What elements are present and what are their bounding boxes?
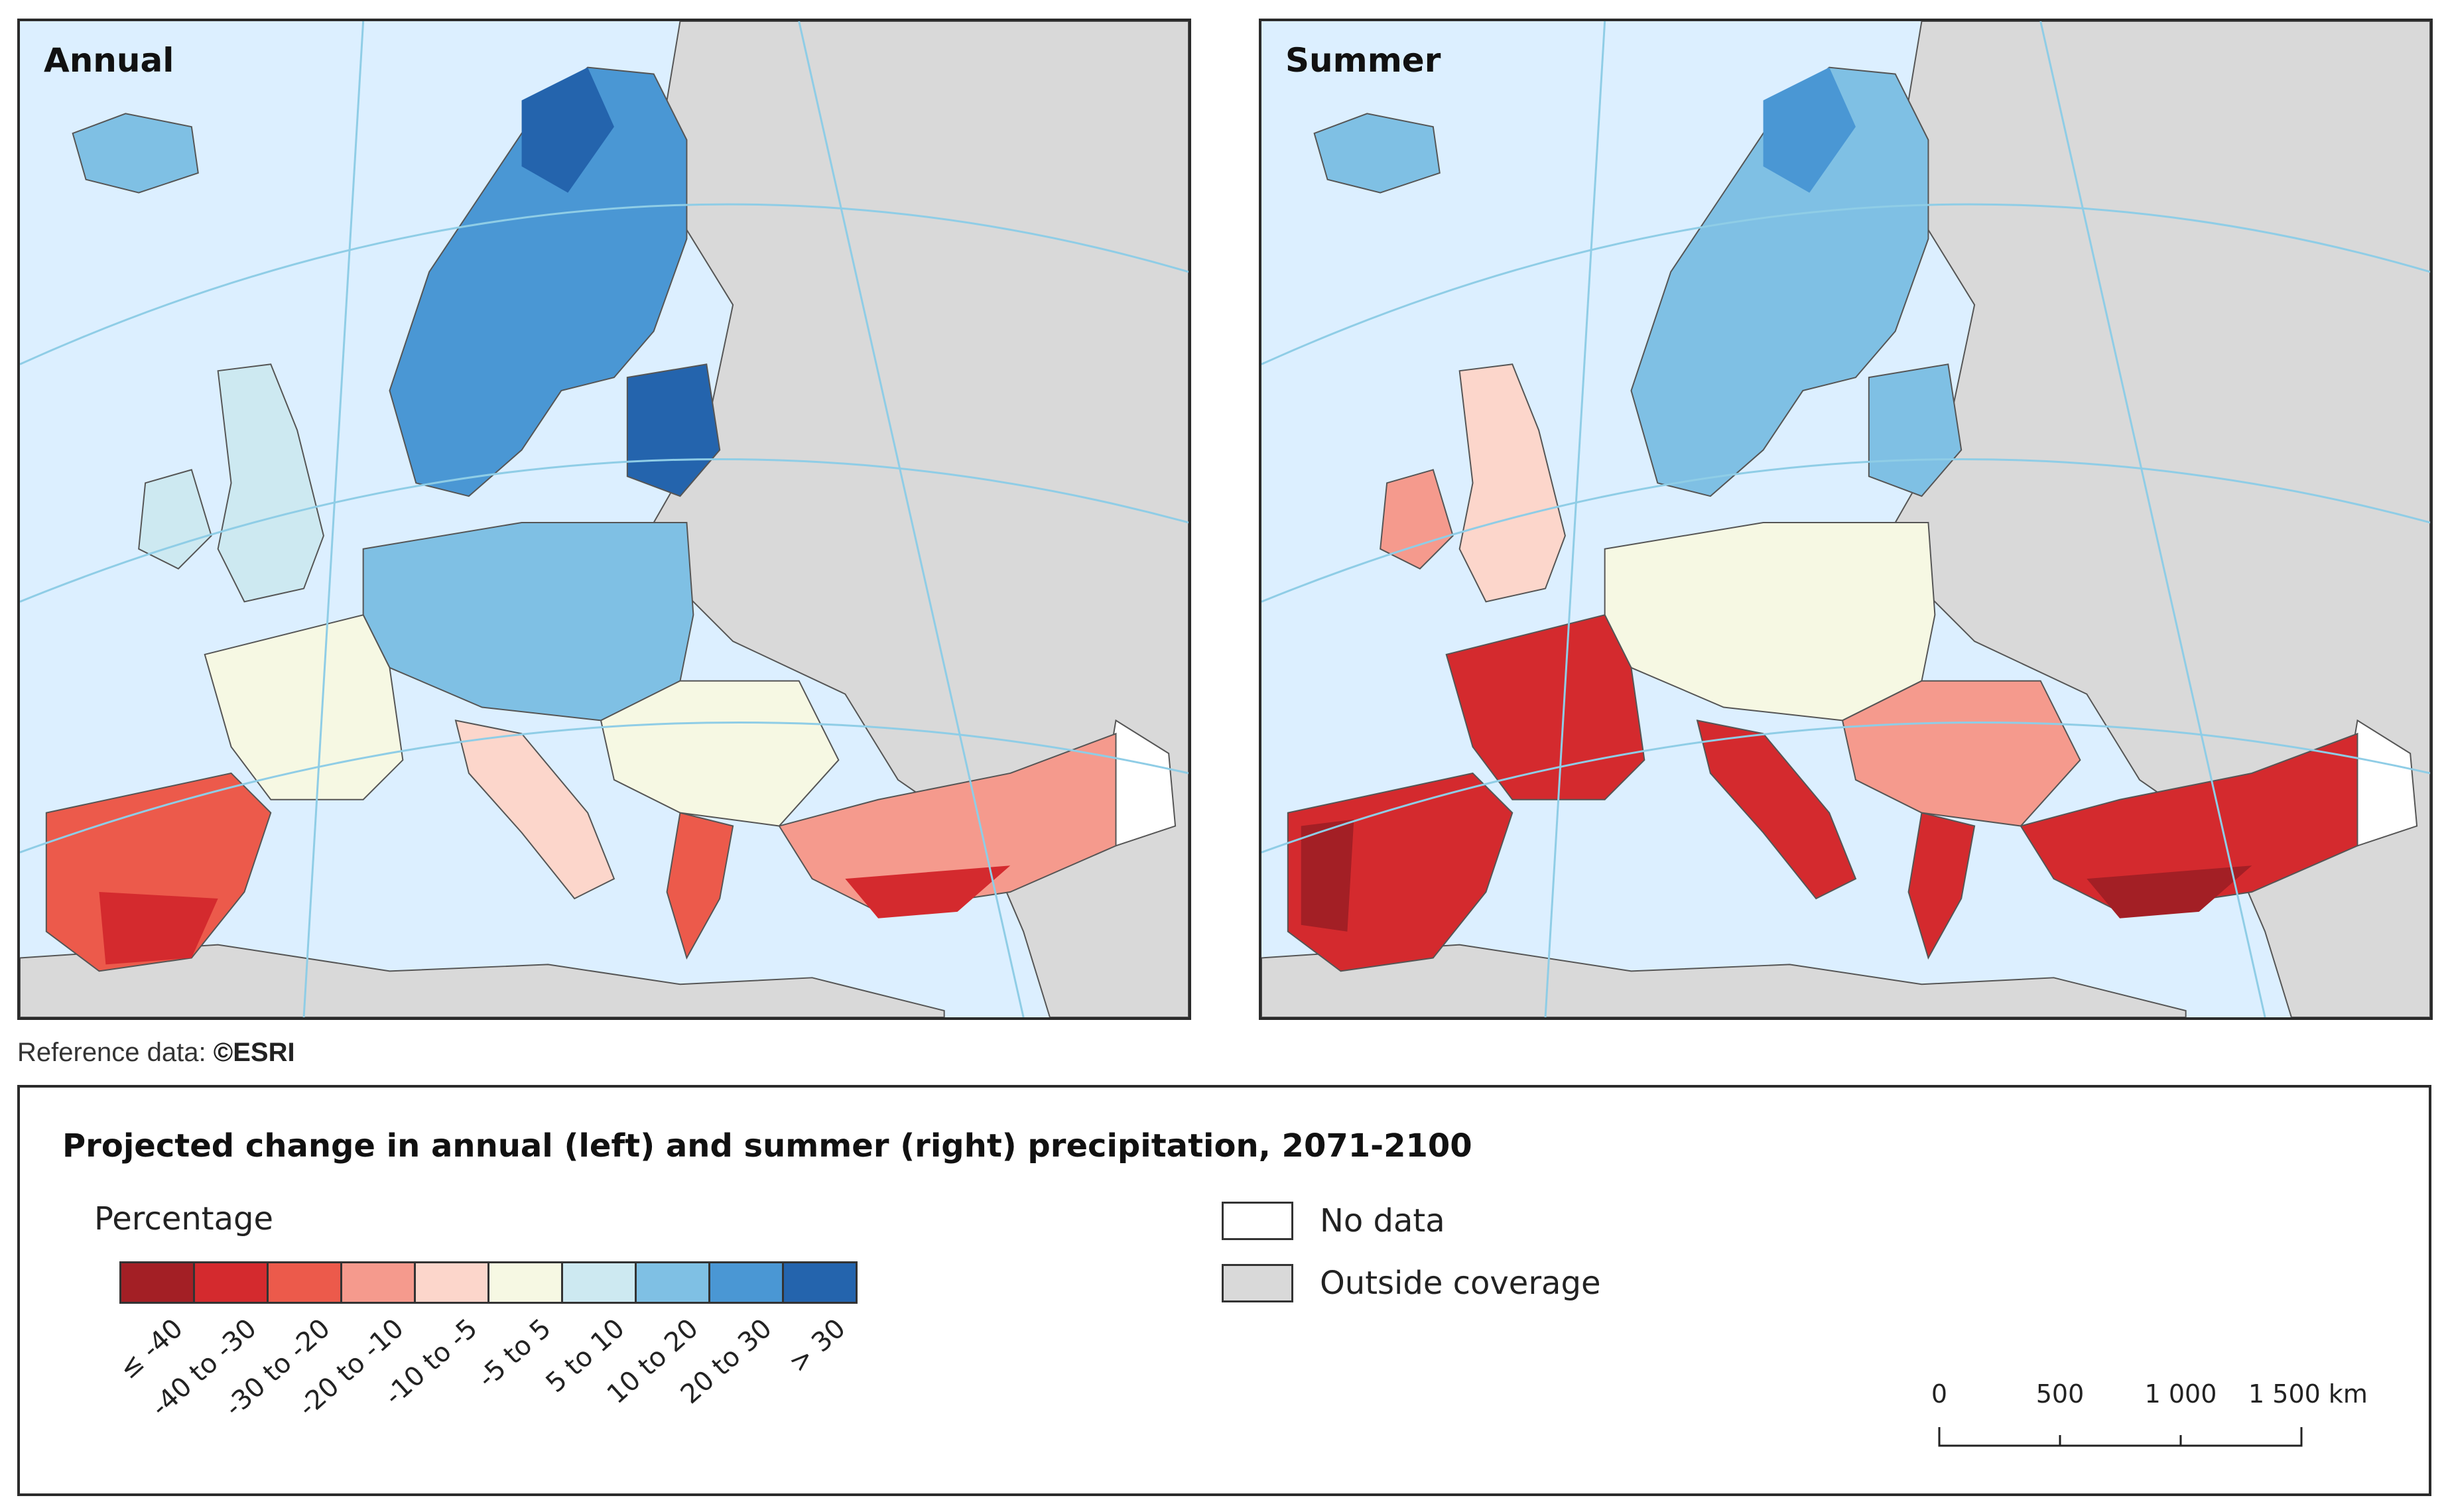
legend-title: Projected change in annual (left) and su… [62,1127,1472,1165]
map-title: Summer [1285,41,1441,80]
no-data-swatch [1222,1202,1293,1240]
legend-class-label: > 30 [783,1313,852,1379]
scale-tick-label: 1 000 [2144,1379,2217,1409]
scale-tick-label: 500 [2035,1379,2085,1409]
legend-swatch [269,1263,342,1302]
reference-note: Reference data: ©ESRI [17,1038,295,1068]
legend-swatch [637,1263,710,1302]
reference-label: Reference data: [17,1038,214,1067]
legend-item-no-data: No data [1222,1202,1445,1240]
outside-coverage-swatch [1222,1264,1293,1302]
map-annual[interactable]: Annual [17,19,1191,1020]
legend-class-label: -5 to 5 [472,1313,557,1394]
color-ramp-labels: ≤ -40 -40 to -30 -30 to -20 -20 to -10 -10 t… [113,1313,856,1472]
legend-swatch [416,1263,489,1302]
scale-bar: 0 500 1 000 1 500 km [1917,1379,2368,1466]
legend-swatch [342,1263,416,1302]
map-title: Annual [44,41,174,80]
legend-box: Projected change in annual (left) and su… [17,1085,2431,1496]
legend-swatch [563,1263,637,1302]
reference-source: ©ESRI [213,1038,295,1067]
scale-bar-line [1938,1427,2303,1447]
legend-swatch [121,1263,195,1302]
map-annual-canvas [20,21,1189,1017]
scale-tick-label: 0 [1931,1379,1948,1409]
scale-tick-label: 1 500 km [2248,1379,2368,1409]
legend-swatch [195,1263,269,1302]
legend-swatch [710,1263,784,1302]
no-data-label: No data [1320,1202,1445,1239]
legend-swatch [489,1263,563,1302]
color-ramp [119,1261,858,1304]
map-summer[interactable]: Summer [1259,19,2433,1020]
legend-item-outside-coverage: Outside coverage [1222,1264,1600,1302]
legend-subtitle: Percentage [94,1200,274,1237]
map-summer-canvas [1261,21,2430,1017]
legend-swatch [784,1263,856,1302]
outside-coverage-label: Outside coverage [1320,1265,1601,1302]
